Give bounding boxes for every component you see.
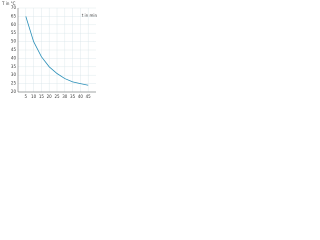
x-tick-label: 35 xyxy=(70,94,76,99)
x-tick-label: 5 xyxy=(25,94,28,99)
x-tick-label: 45 xyxy=(86,94,92,99)
y-axis-label: T in °C xyxy=(1,1,16,6)
y-tick-label: 40 xyxy=(11,55,17,60)
y-tick-label: 50 xyxy=(11,39,17,44)
x-tick-label: 30 xyxy=(62,94,68,99)
chart: T in °C t in min 20253035404550556065705… xyxy=(1,1,98,99)
x-axis-label: t in min xyxy=(82,13,98,18)
x-tick-label: 40 xyxy=(78,94,84,99)
y-tick-label: 25 xyxy=(11,81,17,86)
x-tick-label: 20 xyxy=(47,94,53,99)
x-tick-label: 10 xyxy=(31,94,37,99)
y-tick-label: 35 xyxy=(11,64,17,69)
y-tick-label: 60 xyxy=(11,22,17,27)
y-tick-label: 20 xyxy=(11,89,17,94)
y-tick-label: 30 xyxy=(11,72,17,77)
y-tick-label: 45 xyxy=(11,47,17,52)
x-tick-label: 25 xyxy=(54,94,60,99)
y-tick-label: 65 xyxy=(11,13,17,18)
line xyxy=(25,16,89,86)
y-tick-label: 55 xyxy=(11,30,17,35)
y-tick-label: 70 xyxy=(11,5,17,10)
x-tick-label: 15 xyxy=(39,94,45,99)
